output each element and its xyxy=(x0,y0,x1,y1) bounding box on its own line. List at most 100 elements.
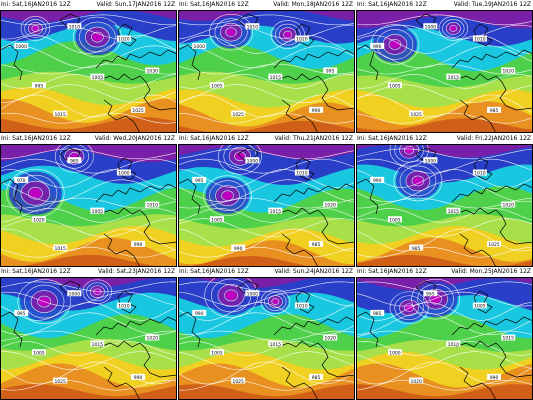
isobar-value-label: 1030 xyxy=(146,69,158,75)
isobar-label-background xyxy=(268,340,283,347)
isobar-label-background xyxy=(487,106,502,113)
isobar-value-label: 1020 xyxy=(33,217,45,223)
isobar-ring xyxy=(31,25,40,32)
isobar-ring xyxy=(267,295,283,308)
isobar-value-label: 1020 xyxy=(146,336,158,342)
isobar-contour xyxy=(178,361,355,385)
isobar-label-background xyxy=(309,373,324,380)
coastline-overlay xyxy=(178,178,201,215)
isobar-label-background xyxy=(387,349,402,356)
isobar-value-label: 1010 xyxy=(146,203,158,209)
isobar-label-background xyxy=(14,309,29,316)
pressure-map: 1000 1010 1020 1030 995 1005 1015 1025 xyxy=(0,10,177,133)
isobar-contour xyxy=(178,179,355,202)
isobar-value-label: 990 xyxy=(373,178,382,184)
isobar-value-label: 1020 xyxy=(502,203,514,209)
valid-time-label: Valid: Sat,23JAN2016 12Z xyxy=(98,268,175,275)
low-pressure-center xyxy=(272,299,279,304)
coastline-overlay xyxy=(237,280,259,294)
coastline-overlay xyxy=(459,99,497,133)
low-pressure-center xyxy=(92,33,103,42)
isobar-value-label: 1000 xyxy=(247,158,259,164)
isobar-ring xyxy=(20,180,51,206)
coastline-overlay xyxy=(0,44,23,81)
isobar-value-label: 1010 xyxy=(247,24,259,30)
coastline-overlay xyxy=(99,73,177,111)
isobar-ring xyxy=(405,170,431,192)
isobar-label-background xyxy=(192,309,207,316)
coastline-overlay xyxy=(277,73,355,111)
isobar-value-label: 1010 xyxy=(296,304,308,310)
isobar-contour xyxy=(178,158,355,174)
isobar-ring xyxy=(264,292,287,311)
isobar-label-background xyxy=(409,110,424,117)
isobar-contour xyxy=(178,379,355,391)
coastline-overlay xyxy=(178,44,201,81)
valid-time-label: Valid: Sun,24JAN2016 12Z xyxy=(274,268,353,275)
isobar-ring xyxy=(442,19,465,38)
forecast-panel: Ini: Sat,16JAN2016 12Z Valid: Thu,21JAN20… xyxy=(178,134,355,267)
isobar-contour xyxy=(0,73,177,89)
isobar-value-label: 1015 xyxy=(92,342,104,348)
isobar-ring xyxy=(399,144,419,159)
isobar-contour xyxy=(356,45,533,68)
valid-time-label: Valid: Mon,25JAN2016 12Z xyxy=(451,268,531,275)
isobar-contour xyxy=(178,84,355,103)
isobar-label-background xyxy=(323,334,338,341)
coastline-overlay xyxy=(95,49,177,69)
coastline-overlay xyxy=(459,366,497,400)
isobar-contour xyxy=(178,148,355,160)
isobar-ring xyxy=(399,299,420,317)
forecast-panel: Ini: Sat,16JAN2016 12Z Valid: Mon,18JAN20… xyxy=(178,0,355,133)
isobar-ring xyxy=(271,298,280,305)
isobar-ring xyxy=(228,147,252,166)
isobar-label-background xyxy=(231,110,246,117)
low-pressure-center xyxy=(389,40,400,49)
coastline-overlay xyxy=(281,366,319,400)
isobar-value-label: 1015 xyxy=(502,336,514,342)
low-pressure-center xyxy=(450,26,457,31)
isobar-contour xyxy=(0,94,177,118)
coastline-overlay xyxy=(59,147,81,161)
valid-time-label: Valid: Sun,17JAN2016 12Z xyxy=(96,1,175,8)
pressure-map: 990 1000 1010 1020 1005 1015 1025 985 xyxy=(356,10,533,133)
isobar-label-background xyxy=(268,207,283,214)
isobar-contour xyxy=(0,197,177,209)
isobar-label-background xyxy=(423,290,438,297)
pressure-map: 985 995 1005 1015 1000 1010 1020 990 xyxy=(356,277,533,400)
isobar-value-label: 985 xyxy=(312,242,321,248)
isobar-label-background xyxy=(67,290,82,297)
isobar-value-label: 1010 xyxy=(118,304,130,310)
coastline-overlay xyxy=(237,147,259,161)
isobar-value-label: 985 xyxy=(412,246,421,252)
isobar-contour xyxy=(356,112,533,124)
isobar-value-label: 1000 xyxy=(389,350,401,356)
isobar-label-background xyxy=(487,240,502,247)
isobar-contour xyxy=(356,73,533,89)
isobar-contour xyxy=(178,14,355,26)
isobar-label-background xyxy=(31,82,46,89)
isobar-ring xyxy=(93,288,102,296)
isobar-value-label: 1000 xyxy=(69,291,81,297)
isobar-value-label: 1020 xyxy=(324,336,336,342)
isobar-contour xyxy=(178,45,355,69)
isobar-contour xyxy=(356,24,533,40)
coastline-overlay xyxy=(103,233,141,267)
isobar-value-label: 1000 xyxy=(425,158,437,164)
low-pressure-center xyxy=(29,188,42,198)
coastline-overlay xyxy=(117,23,137,47)
coastline-overlay xyxy=(95,183,177,203)
isobar-value-label: 1005 xyxy=(211,350,223,356)
coastline-overlay xyxy=(273,183,355,203)
isobar-value-label: 1015 xyxy=(270,75,282,81)
isobar-label-background xyxy=(131,373,146,380)
coastline-overlay xyxy=(273,49,355,69)
isobar-ring xyxy=(89,285,105,299)
isobar-contour xyxy=(0,84,177,103)
isobar-ring xyxy=(403,303,415,313)
isobar-value-label: 1025 xyxy=(132,108,144,114)
isobar-contour xyxy=(0,281,177,293)
isobar-label-background xyxy=(67,157,82,164)
isobar-contour xyxy=(178,73,355,89)
coastline-overlay xyxy=(415,147,437,161)
